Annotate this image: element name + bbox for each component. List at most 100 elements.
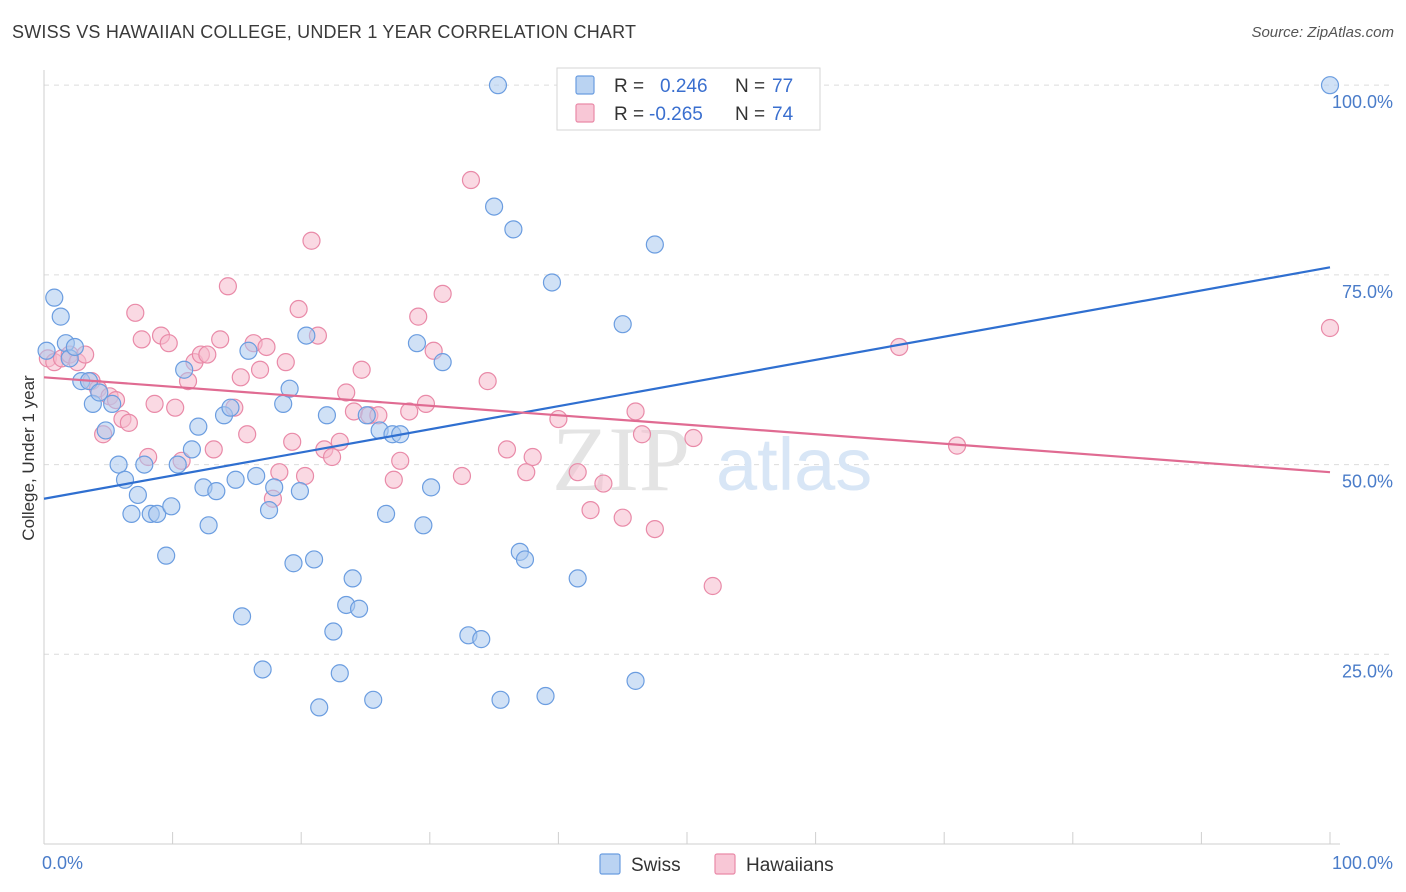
hawaiians-point bbox=[645, 519, 664, 539]
swiss-point bbox=[253, 660, 272, 679]
swiss-point bbox=[536, 686, 555, 706]
swiss-point bbox=[221, 398, 240, 417]
swiss-point bbox=[284, 554, 303, 573]
y-tick-labels: 25.0% 50.0% 75.0% 100.0% bbox=[1332, 92, 1393, 681]
swiss-point bbox=[135, 455, 154, 474]
hawaiians-point bbox=[119, 413, 138, 432]
hawaiians-point bbox=[166, 398, 185, 417]
hawaiians-point bbox=[626, 402, 645, 421]
hawaiians-point bbox=[400, 402, 419, 421]
hawaiians-point bbox=[581, 501, 600, 520]
legend-bottom-swiss-label: Swiss bbox=[631, 855, 681, 876]
hawaiians-point bbox=[594, 474, 613, 493]
hawaiians-point bbox=[703, 576, 722, 596]
axes bbox=[43, 70, 1340, 845]
swiss-point bbox=[317, 406, 337, 425]
swiss-point bbox=[199, 516, 218, 535]
swiss-point bbox=[37, 341, 56, 360]
swiss-point bbox=[343, 569, 362, 588]
legend-hawaiians-swatch bbox=[575, 103, 595, 123]
swiss-point bbox=[542, 273, 562, 292]
hawaiians-point bbox=[322, 447, 342, 467]
hawaiians-point bbox=[452, 466, 472, 486]
legend-swiss-r-value: 0.246 bbox=[660, 76, 708, 97]
swiss-point bbox=[96, 421, 115, 440]
legend-bottom: Swiss Hawaiians bbox=[599, 853, 834, 876]
hawaiians-point bbox=[497, 440, 517, 459]
legend-hawaiians-n-value: 74 bbox=[772, 104, 794, 125]
swiss-point bbox=[90, 383, 109, 402]
swiss-point bbox=[297, 326, 316, 345]
swiss-point bbox=[414, 516, 433, 535]
hawaiians-point bbox=[1320, 318, 1340, 338]
hawaiians-point bbox=[289, 299, 308, 319]
hawaiians-point bbox=[231, 368, 250, 387]
hawaiians-point bbox=[568, 463, 587, 482]
y-tick-label-50: 50.0% bbox=[1342, 472, 1393, 492]
swiss-point bbox=[488, 76, 508, 95]
hawaiians-point bbox=[352, 360, 371, 379]
swiss-point bbox=[247, 466, 266, 486]
trend-lines bbox=[43, 266, 1331, 500]
swiss-point bbox=[515, 550, 535, 569]
swiss-point bbox=[304, 550, 324, 569]
legend-swiss-r-label: R = bbox=[614, 76, 644, 97]
hawaiians-point bbox=[517, 463, 536, 482]
swiss-point bbox=[421, 478, 441, 497]
hawaiians-point bbox=[238, 425, 257, 444]
hawaiians-point bbox=[461, 170, 481, 190]
hawaiians-point bbox=[523, 447, 542, 467]
swiss-point bbox=[485, 197, 504, 216]
hawaiians-point bbox=[416, 394, 436, 413]
swiss-point bbox=[330, 664, 349, 683]
hawaiians-point bbox=[302, 231, 321, 250]
swiss-point bbox=[175, 360, 194, 379]
legend-top-box bbox=[556, 67, 821, 131]
swiss-point bbox=[472, 630, 491, 649]
y-axis-label: College, Under 1 year bbox=[19, 375, 38, 541]
swiss-point bbox=[504, 220, 523, 239]
hawaiians-point bbox=[218, 277, 237, 296]
y-tick-label-25: 25.0% bbox=[1342, 661, 1393, 681]
swiss-point bbox=[226, 470, 245, 489]
hawaiians-point bbox=[330, 432, 349, 451]
swiss-point bbox=[290, 482, 310, 501]
swiss-point bbox=[364, 690, 383, 709]
swiss-point bbox=[239, 341, 258, 360]
x-tick-label-max: 100.0% bbox=[1332, 853, 1393, 873]
swiss-point bbox=[162, 497, 181, 516]
y-tick-label-75: 75.0% bbox=[1342, 282, 1393, 302]
hawaiians-point bbox=[337, 383, 356, 402]
hawaiians-point bbox=[384, 470, 403, 489]
gridlines bbox=[44, 84, 1392, 655]
swiss-point bbox=[148, 504, 167, 524]
swiss-point bbox=[122, 504, 141, 524]
legend-swiss-n-label: N = bbox=[735, 76, 765, 97]
hawaiians-point bbox=[211, 330, 230, 349]
legend-swiss-swatch bbox=[575, 75, 595, 95]
hawaiians-point bbox=[549, 409, 568, 429]
swiss-point bbox=[65, 337, 84, 357]
hawaiians-point bbox=[250, 360, 270, 379]
hawaiians-point bbox=[684, 428, 703, 448]
hawaiians-point bbox=[478, 372, 497, 391]
swiss-point bbox=[109, 455, 128, 474]
swiss-point bbox=[491, 690, 510, 709]
swiss-point bbox=[259, 501, 279, 520]
legend-swiss-n-value: 77 bbox=[772, 76, 793, 97]
legend-hawaiians-r-label: R = bbox=[614, 104, 644, 125]
chart-source: Source: ZipAtlas.com bbox=[1251, 24, 1394, 41]
swiss-point bbox=[407, 334, 427, 353]
swiss-point bbox=[310, 698, 329, 717]
hawaiians-trend-line bbox=[43, 376, 1331, 474]
hawaiians-point bbox=[391, 451, 410, 470]
hawaiians-point bbox=[145, 394, 164, 413]
swiss-point bbox=[274, 394, 293, 413]
hawaiians-point bbox=[257, 337, 276, 357]
legend-hawaiians-r-value: -0.265 bbox=[649, 104, 703, 125]
swiss-point bbox=[189, 417, 208, 436]
swiss-point bbox=[376, 504, 396, 524]
watermark-atlas: atlas bbox=[716, 423, 872, 506]
hawaiians-point bbox=[632, 425, 652, 444]
